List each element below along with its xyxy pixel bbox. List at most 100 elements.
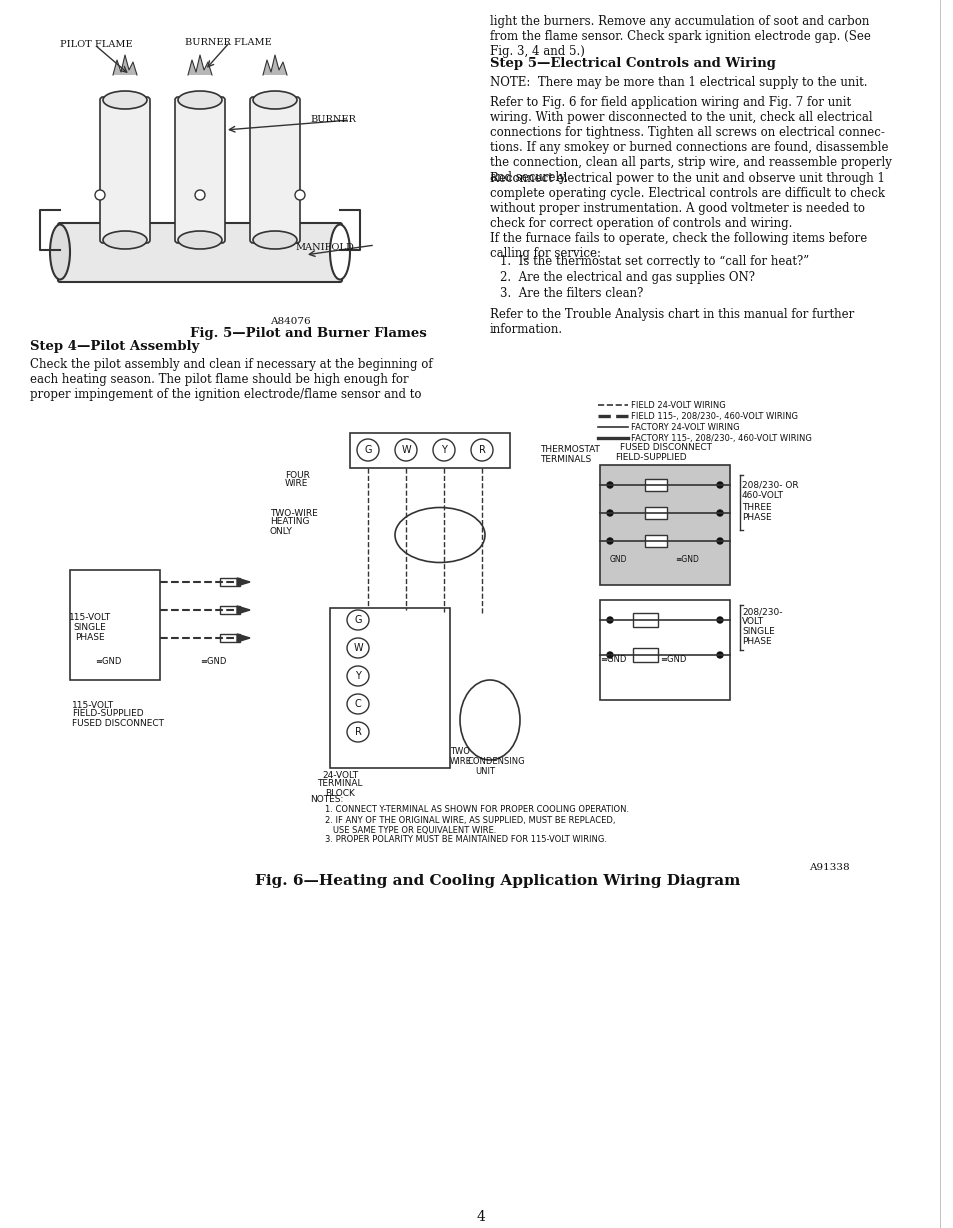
Circle shape bbox=[606, 538, 613, 544]
Text: G: G bbox=[364, 445, 372, 456]
Text: 460-VOLT: 460-VOLT bbox=[741, 491, 783, 501]
Bar bbox=[644, 535, 666, 546]
Ellipse shape bbox=[50, 225, 70, 280]
Text: FIELD-SUPPLIED: FIELD-SUPPLIED bbox=[71, 710, 144, 718]
Text: BURNER: BURNER bbox=[310, 115, 355, 124]
Text: Check the pilot assembly and clean if necessary at the beginning of
each heating: Check the pilot assembly and clean if ne… bbox=[30, 359, 432, 402]
Circle shape bbox=[717, 510, 722, 516]
Text: Step 4—Pilot Assembly: Step 4—Pilot Assembly bbox=[30, 340, 199, 352]
Text: Y: Y bbox=[355, 670, 360, 682]
Text: PILOT FLAME: PILOT FLAME bbox=[60, 41, 132, 49]
Text: FUSED DISCONNECT: FUSED DISCONNECT bbox=[619, 442, 711, 452]
Text: VOLT: VOLT bbox=[741, 618, 763, 626]
Ellipse shape bbox=[347, 694, 369, 713]
Text: Y: Y bbox=[440, 445, 446, 456]
Text: Fig. 6—Heating and Cooling Application Wiring Diagram: Fig. 6—Heating and Cooling Application W… bbox=[254, 874, 740, 888]
Text: Fig. 5—Pilot and Burner Flames: Fig. 5—Pilot and Burner Flames bbox=[190, 327, 426, 340]
Text: G: G bbox=[354, 615, 361, 625]
Polygon shape bbox=[236, 578, 250, 586]
Text: 2.  Are the electrical and gas supplies ON?: 2. Are the electrical and gas supplies O… bbox=[499, 271, 754, 284]
Ellipse shape bbox=[253, 91, 296, 109]
Circle shape bbox=[717, 538, 722, 544]
Circle shape bbox=[606, 483, 613, 488]
Bar bbox=[330, 608, 450, 768]
Circle shape bbox=[717, 483, 722, 488]
Text: USE SAME TYPE OR EQUIVALENT WIRE.: USE SAME TYPE OR EQUIVALENT WIRE. bbox=[325, 825, 496, 835]
Text: A84076: A84076 bbox=[270, 317, 311, 325]
Text: 24-VOLT: 24-VOLT bbox=[321, 770, 357, 780]
Text: 2. IF ANY OF THE ORIGINAL WIRE, AS SUPPLIED, MUST BE REPLACED,: 2. IF ANY OF THE ORIGINAL WIRE, AS SUPPL… bbox=[325, 815, 615, 824]
Polygon shape bbox=[112, 55, 137, 75]
Text: Reconnect electrical power to the unit and observe unit through 1
complete opera: Reconnect electrical power to the unit a… bbox=[490, 172, 884, 230]
Text: TWO: TWO bbox=[450, 748, 470, 756]
Text: 3.  Are the filters clean?: 3. Are the filters clean? bbox=[499, 287, 642, 300]
FancyBboxPatch shape bbox=[174, 97, 225, 243]
Text: 1.  Is the thermostat set correctly to “call for heat?”: 1. Is the thermostat set correctly to “c… bbox=[499, 255, 808, 268]
Polygon shape bbox=[263, 55, 287, 75]
Bar bbox=[220, 605, 240, 614]
Circle shape bbox=[657, 510, 662, 516]
Ellipse shape bbox=[347, 610, 369, 630]
Text: TERMINALS: TERMINALS bbox=[539, 456, 591, 464]
Text: NOTES:: NOTES: bbox=[310, 796, 343, 804]
Circle shape bbox=[657, 538, 662, 544]
Polygon shape bbox=[236, 605, 250, 614]
Ellipse shape bbox=[347, 666, 369, 686]
Text: W: W bbox=[353, 643, 362, 653]
Ellipse shape bbox=[103, 91, 147, 109]
Text: HEATING: HEATING bbox=[270, 517, 309, 527]
Polygon shape bbox=[188, 55, 212, 75]
Text: BLOCK: BLOCK bbox=[325, 788, 355, 797]
Text: 115-VOLT: 115-VOLT bbox=[69, 614, 111, 623]
Ellipse shape bbox=[356, 438, 378, 460]
Text: 1. CONNECT Y-TERMINAL AS SHOWN FOR PROPER COOLING OPERATION.: 1. CONNECT Y-TERMINAL AS SHOWN FOR PROPE… bbox=[325, 806, 628, 814]
Circle shape bbox=[606, 616, 613, 623]
Text: WIRE: WIRE bbox=[285, 479, 308, 489]
Text: ≡GND: ≡GND bbox=[675, 555, 699, 565]
Ellipse shape bbox=[347, 639, 369, 658]
Text: SINGLE: SINGLE bbox=[73, 624, 107, 632]
Bar bbox=[350, 433, 510, 468]
Text: If the furnace fails to operate, check the following items before
calling for se: If the furnace fails to operate, check t… bbox=[490, 232, 866, 260]
Ellipse shape bbox=[178, 231, 222, 249]
Circle shape bbox=[95, 190, 105, 200]
Bar bbox=[644, 479, 666, 491]
Ellipse shape bbox=[347, 722, 369, 742]
Circle shape bbox=[646, 616, 652, 623]
Bar bbox=[220, 634, 240, 642]
Bar bbox=[599, 600, 729, 700]
Text: Step 5—Electrical Controls and Wiring: Step 5—Electrical Controls and Wiring bbox=[490, 56, 775, 70]
Bar bbox=[599, 465, 729, 585]
Circle shape bbox=[646, 652, 652, 658]
Text: R: R bbox=[478, 445, 485, 456]
Text: W: W bbox=[401, 445, 411, 456]
FancyBboxPatch shape bbox=[100, 97, 150, 243]
Ellipse shape bbox=[330, 225, 350, 280]
Text: SINGLE: SINGLE bbox=[741, 628, 774, 636]
Bar bbox=[633, 648, 658, 662]
Text: ≡GND: ≡GND bbox=[95, 657, 121, 667]
Text: TERMINAL: TERMINAL bbox=[317, 780, 362, 788]
Polygon shape bbox=[236, 634, 250, 642]
Text: FIELD-SUPPLIED: FIELD-SUPPLIED bbox=[615, 452, 686, 462]
Text: THERMOSTAT: THERMOSTAT bbox=[539, 446, 599, 454]
Text: FIELD 115-, 208/230-, 460-VOLT WIRING: FIELD 115-, 208/230-, 460-VOLT WIRING bbox=[630, 411, 797, 420]
Text: PHASE: PHASE bbox=[741, 513, 771, 522]
Text: C: C bbox=[355, 699, 361, 709]
Circle shape bbox=[717, 616, 722, 623]
Text: 4: 4 bbox=[476, 1210, 485, 1224]
Text: UNIT: UNIT bbox=[475, 768, 495, 776]
Text: THREE: THREE bbox=[741, 502, 771, 512]
FancyBboxPatch shape bbox=[58, 223, 341, 282]
Text: light the burners. Remove any accumulation of soot and carbon
from the flame sen: light the burners. Remove any accumulati… bbox=[490, 15, 870, 58]
Bar bbox=[633, 613, 658, 628]
Text: PHASE: PHASE bbox=[741, 637, 771, 646]
Text: 208/230-: 208/230- bbox=[741, 608, 781, 616]
Text: PHASE: PHASE bbox=[75, 634, 105, 642]
Text: MANIFOLD: MANIFOLD bbox=[294, 243, 354, 252]
Text: CONDENSING: CONDENSING bbox=[468, 758, 525, 766]
Ellipse shape bbox=[103, 231, 147, 249]
Ellipse shape bbox=[459, 680, 519, 760]
Circle shape bbox=[194, 190, 205, 200]
Text: 3. PROPER POLARITY MUST BE MAINTAINED FOR 115-VOLT WIRING.: 3. PROPER POLARITY MUST BE MAINTAINED FO… bbox=[325, 835, 606, 845]
